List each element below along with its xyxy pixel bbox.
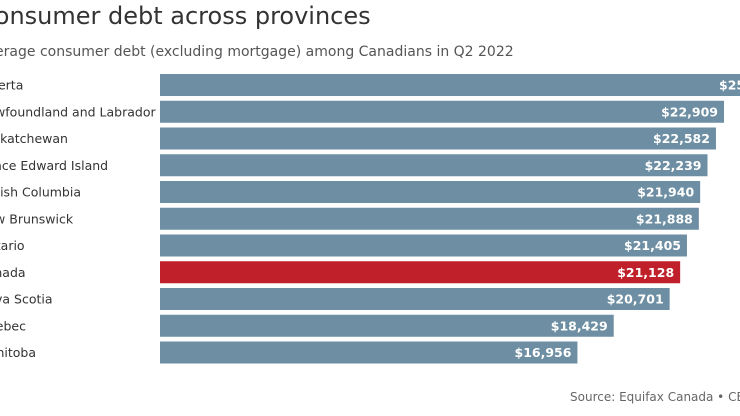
bar <box>160 154 708 177</box>
bar <box>160 100 724 123</box>
bar <box>160 74 740 96</box>
category-label: New Brunswick <box>0 211 74 226</box>
value-label: $16,956 <box>515 345 572 360</box>
category-label: Canada <box>0 265 26 280</box>
category-label: Nova Scotia <box>0 292 53 307</box>
value-label: $21,128 <box>617 265 674 280</box>
value-label: $20,701 <box>607 292 664 307</box>
category-label: Alberta <box>0 78 23 93</box>
value-label: $25 <box>719 78 740 93</box>
bar <box>160 127 716 150</box>
bar <box>160 181 701 203</box>
bar <box>160 207 699 230</box>
value-label: $21,888 <box>636 211 693 226</box>
source-note: Source: Equifax Canada • CBC <box>570 390 740 404</box>
category-label: Manitoba <box>0 345 36 360</box>
category-label: Saskatchewan <box>0 131 68 146</box>
category-label: Newfoundland and Labrador <box>0 104 156 119</box>
value-label: $21,405 <box>624 238 681 253</box>
bar <box>160 341 578 364</box>
chart-title: Consumer debt across provinces <box>0 2 371 30</box>
bar <box>160 234 687 257</box>
bar <box>160 261 681 284</box>
chart-subtitle: Average consumer debt (excluding mortgag… <box>0 44 514 60</box>
value-label: $18,429 <box>551 318 608 333</box>
category-label: Prince Edward Island <box>0 158 108 173</box>
bar <box>160 288 670 310</box>
bar <box>160 314 614 337</box>
value-label: $21,940 <box>637 185 694 200</box>
value-label: $22,909 <box>661 104 718 119</box>
category-label: Quebec <box>0 318 26 333</box>
value-label: $22,582 <box>653 131 710 146</box>
category-label: British Columbia <box>0 185 81 200</box>
category-label: Ontario <box>0 238 25 253</box>
value-label: $22,239 <box>645 158 702 173</box>
